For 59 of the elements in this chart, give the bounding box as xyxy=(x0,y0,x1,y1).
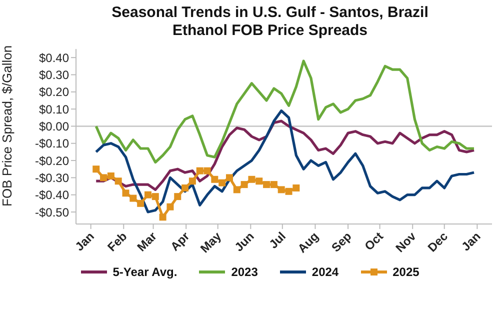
point xyxy=(122,190,130,197)
line-series xyxy=(94,120,476,191)
legend-label: 2024 xyxy=(312,265,339,279)
point xyxy=(218,179,226,186)
legend-label: 2025 xyxy=(392,265,420,279)
point xyxy=(144,191,152,198)
point xyxy=(100,174,108,182)
point xyxy=(92,166,100,173)
x-tick-label: Apr xyxy=(168,228,192,254)
y-tick-label: $0.40 xyxy=(38,50,70,65)
y-tick-label: -$0.50 xyxy=(34,205,70,220)
point xyxy=(256,178,263,185)
point xyxy=(130,194,137,202)
line-series xyxy=(94,109,476,214)
point xyxy=(263,181,270,188)
x-tick-label: Aug xyxy=(294,229,322,256)
y-tick-label: $0.00 xyxy=(38,119,70,134)
point xyxy=(292,184,300,192)
y-axis-title: FOB Price Spread, $/Gallon xyxy=(0,45,15,206)
point xyxy=(166,203,174,210)
y-tick-label: -$0.40 xyxy=(34,188,70,202)
y-tick-label: -$0.30 xyxy=(34,170,70,185)
point xyxy=(174,193,182,200)
x-tick-label: Jun xyxy=(232,229,257,254)
y-tick-label: $0.20 xyxy=(38,85,70,100)
point xyxy=(137,200,144,207)
point xyxy=(196,167,204,174)
x-tick-label: Jan xyxy=(458,229,484,254)
x-tick-label: Jul xyxy=(266,229,289,252)
x-tick-label: Dec xyxy=(425,228,451,255)
x-tick-label: Jan xyxy=(72,229,97,254)
legend-label: 5-Year Avg. xyxy=(112,265,178,279)
legend-label: 2023 xyxy=(231,265,258,279)
x-tick-label: Oct xyxy=(362,229,386,254)
point xyxy=(211,176,218,183)
point xyxy=(270,181,278,188)
point xyxy=(159,214,166,221)
point xyxy=(152,193,159,200)
point xyxy=(114,178,122,185)
y-tick-label: -$0.20 xyxy=(34,154,70,168)
y-tick-label: $0.10 xyxy=(38,102,70,116)
chart-title: Seasonal Trends in U.S. Gulf - Santos, Brazil Ethanol FOB Price Spreads xyxy=(110,3,430,41)
point xyxy=(226,174,233,182)
point xyxy=(182,184,189,192)
x-tick-label: Feb xyxy=(104,229,130,254)
x-tick-label: Mar xyxy=(134,228,160,254)
y-tick-label: $0.30 xyxy=(38,68,70,82)
point xyxy=(278,186,285,194)
point xyxy=(240,181,248,188)
point xyxy=(248,176,256,183)
x-tick-label: Nov xyxy=(392,228,419,256)
line-series xyxy=(94,60,476,164)
point xyxy=(204,167,211,174)
x-tick-label: Sep xyxy=(328,229,354,255)
point xyxy=(107,172,114,180)
point xyxy=(233,186,240,194)
point xyxy=(188,178,196,185)
point xyxy=(285,188,292,195)
y-tick-label: -$0.10 xyxy=(34,136,70,151)
